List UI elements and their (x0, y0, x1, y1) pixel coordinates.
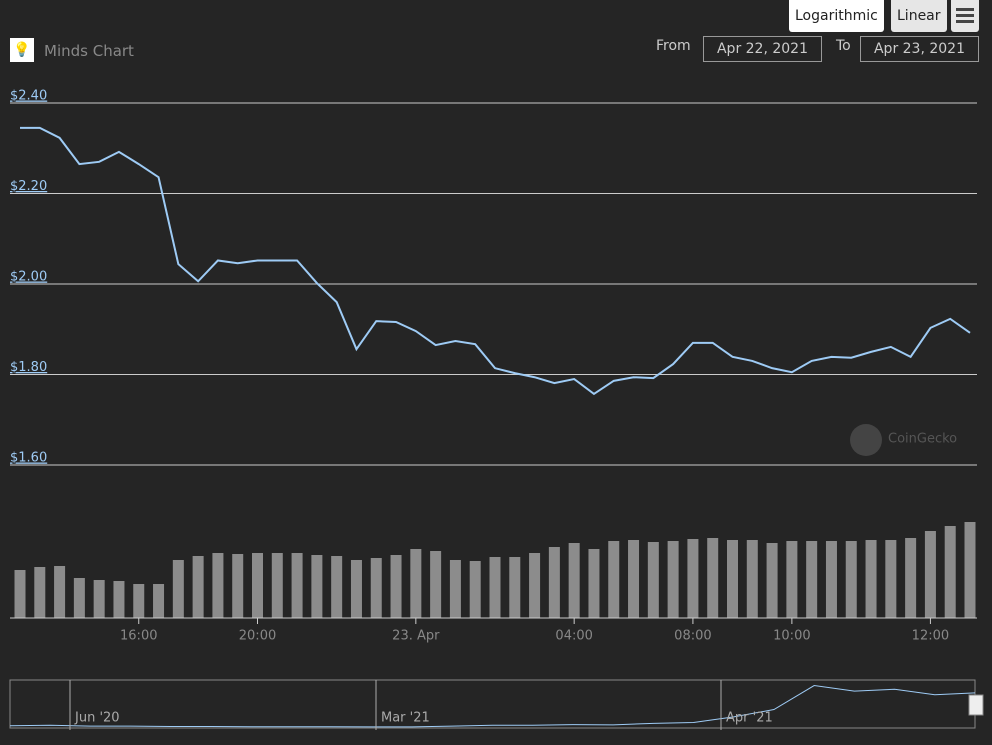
volume-bar (172, 560, 184, 618)
volume-bar (252, 553, 263, 618)
volume-bar (944, 526, 956, 618)
x-tick-label: 20:00 (239, 629, 276, 644)
navigator-label: Mar '21 (381, 711, 430, 726)
volume-bar (766, 543, 778, 618)
logarithmic-button[interactable]: Logarithmic (789, 0, 884, 32)
volume-bar (687, 539, 699, 618)
volume-bar (291, 553, 303, 618)
volume-bar (647, 542, 659, 618)
x-tick-label: 10:00 (773, 629, 810, 644)
volume-bar (410, 549, 422, 618)
volume-bar (489, 557, 501, 618)
logo: 💡 (10, 38, 34, 62)
x-tick-label: 16:00 (120, 629, 157, 644)
x-tick-label: 12:00 (912, 629, 949, 644)
navigator-handle[interactable] (968, 694, 984, 716)
volume-bar (905, 538, 917, 618)
volume-bar (133, 584, 145, 618)
volume-bar (113, 581, 125, 618)
volume-bar (153, 584, 165, 618)
volume-bar (14, 570, 26, 618)
volume-bar (311, 555, 323, 618)
volume-bar (469, 561, 481, 618)
x-tick-label: 04:00 (555, 629, 592, 644)
y-tick-label: $1.60 (10, 451, 47, 466)
y-tick-label: $1.80 (10, 360, 47, 375)
chart-title: Minds Chart (44, 42, 134, 60)
volume-bar (608, 541, 620, 618)
navigator-line (9, 685, 976, 728)
volume-bar (924, 531, 936, 618)
volume-bar (331, 556, 343, 618)
watermark: CoinGecko (888, 432, 957, 447)
volume-bar (845, 541, 857, 618)
volume-bar (865, 540, 877, 618)
to-label: To (836, 38, 851, 54)
volume-bar (786, 541, 798, 618)
volume-bar (667, 541, 679, 618)
volume-bar (727, 540, 738, 618)
volume-bar (825, 541, 837, 618)
volume-bar (568, 543, 580, 618)
volume-bar (93, 580, 105, 618)
to-input[interactable]: Apr 23, 2021 (860, 36, 979, 62)
y-tick-label: $2.40 (10, 89, 47, 104)
watermark-logo (850, 424, 882, 456)
volume-bar (707, 538, 719, 618)
navigator-label: Apr '21 (726, 711, 773, 726)
volume-bar (746, 540, 758, 618)
volume-bar (192, 556, 204, 618)
volume-bar (430, 551, 442, 618)
volume-bar (964, 522, 976, 618)
volume-bar (449, 560, 461, 618)
from-label: From (656, 38, 691, 54)
volume-bar (370, 558, 382, 618)
volume-bar (529, 553, 541, 618)
menu-button[interactable] (951, 0, 979, 32)
volume-bar (34, 567, 46, 618)
navigator-frame (9, 679, 976, 729)
volume-bar (390, 555, 402, 618)
y-tick-label: $2.20 (10, 179, 47, 194)
volume-bar (628, 540, 640, 618)
volume-bar (54, 566, 66, 618)
volume-bar (212, 553, 224, 618)
y-tick-label: $2.00 (10, 270, 47, 285)
volume-bar (548, 547, 560, 618)
volume-bar (588, 549, 600, 618)
navigator-label: Jun '20 (74, 711, 120, 726)
price-line (20, 126, 971, 396)
volume-bar (73, 578, 85, 618)
x-tick-label: 08:00 (674, 629, 711, 644)
linear-button[interactable]: Linear (891, 0, 947, 32)
x-tick-label: 23. Apr (392, 629, 440, 644)
volume-bar (232, 554, 244, 618)
from-input[interactable]: Apr 22, 2021 (703, 36, 822, 62)
volume-bar (271, 553, 283, 618)
volume-bar (806, 541, 818, 618)
menu-icon (956, 8, 974, 23)
volume-bar (885, 540, 897, 618)
volume-bar (509, 557, 521, 618)
volume-bar (350, 560, 362, 618)
